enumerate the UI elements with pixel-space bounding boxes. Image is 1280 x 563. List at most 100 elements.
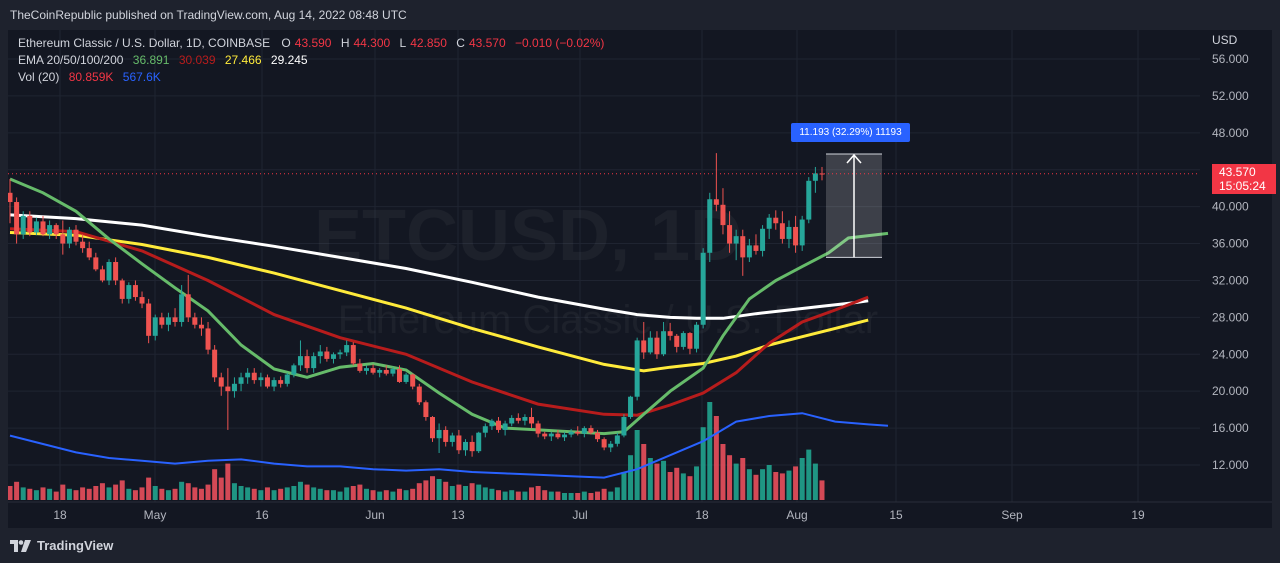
volume-bar — [489, 488, 495, 500]
volume-ma-line — [9, 412, 889, 479]
x-axis-tick-label: 19 — [1131, 508, 1145, 522]
watermark-symbol: ETCUSD, 1D — [314, 196, 742, 276]
volume-bar — [601, 488, 607, 500]
volume-bar — [258, 490, 264, 500]
volume-bar — [53, 491, 59, 500]
ema200-line[interactable] — [9, 213, 869, 320]
price-range-measure-label[interactable]: 11.193 (32.29%) 11193 — [791, 123, 910, 142]
candle-body — [27, 215, 33, 233]
candle-body — [779, 223, 785, 239]
volume-bar — [793, 466, 799, 500]
volume-bar — [806, 449, 812, 500]
candle-body — [786, 226, 792, 239]
volume-bar — [463, 486, 469, 500]
volume-bar — [238, 486, 244, 500]
legend-ema-row[interactable]: EMA 20/50/100/200 36.891 30.039 27.466 2… — [18, 52, 604, 69]
volume-bar — [575, 493, 581, 500]
volume-bar — [674, 467, 680, 500]
volume-bar — [304, 484, 310, 500]
volume-bar — [713, 416, 719, 500]
volume-bar — [661, 460, 667, 500]
candle-body — [793, 226, 799, 246]
candle-body — [264, 377, 270, 387]
ema50-line[interactable] — [9, 227, 869, 417]
ema20-line[interactable] — [9, 177, 889, 436]
candle-body — [601, 439, 607, 448]
volume-bar — [469, 483, 475, 500]
candle-body — [106, 262, 112, 281]
volume-bar — [113, 484, 119, 500]
footer-bar: TradingView — [0, 530, 1280, 563]
legend-low-key: L — [399, 36, 407, 50]
candle-body — [700, 252, 706, 325]
volume-bar — [311, 487, 317, 500]
y-axis-tick-label: 12.000 — [1212, 458, 1249, 472]
legend-change-value: −0.010 (−0.02%) — [514, 36, 605, 50]
volume-bar — [562, 493, 568, 500]
candle-body — [20, 215, 26, 235]
candle-body — [423, 402, 429, 418]
volume-bar — [621, 472, 627, 500]
legend-ema50-value: 30.039 — [178, 53, 216, 67]
candle-body — [245, 372, 251, 378]
volume-bar — [410, 488, 416, 500]
volume-bar — [146, 477, 152, 500]
volume-bar — [40, 487, 46, 500]
volume-bar — [271, 490, 277, 500]
candle-body — [667, 331, 673, 336]
x-axis-tick-label: 18 — [695, 508, 709, 522]
candle-body — [317, 351, 323, 357]
candle-body — [179, 294, 185, 322]
volume-bar — [581, 491, 587, 500]
candle-body — [159, 317, 165, 325]
y-axis-tick-label: 28.000 — [1212, 310, 1249, 324]
candle-body — [146, 303, 152, 336]
bar-countdown: 15:05:24 — [1219, 179, 1266, 193]
candle-body — [727, 225, 733, 244]
x-axis-tick-label: 18 — [53, 508, 67, 522]
volume-bar — [80, 487, 86, 500]
candle-body — [753, 245, 759, 251]
volume-bar — [152, 486, 158, 500]
volume-bar — [694, 466, 700, 500]
volume-bar — [773, 472, 779, 500]
candle-body — [436, 429, 442, 439]
tradingview-logo[interactable]: TradingView — [10, 538, 113, 553]
candle-body — [291, 365, 297, 375]
volume-bar — [231, 483, 237, 500]
measure-arrow-head — [846, 153, 862, 164]
candle-body — [126, 285, 132, 299]
candle-body — [746, 245, 752, 258]
volume-bar — [27, 488, 33, 500]
candle-body — [212, 349, 218, 378]
candle-body — [760, 228, 766, 251]
chart-panel[interactable]: ETCUSD, 1D Ethereum Classic / U.S. Dollar… — [8, 30, 1272, 528]
candle-body — [139, 297, 145, 304]
candle-body — [370, 368, 376, 373]
volume-bar — [225, 463, 231, 500]
legend-ema200-value: 29.245 — [270, 53, 308, 67]
candle-body — [555, 433, 561, 438]
volume-bar — [370, 490, 376, 500]
candle-body — [588, 428, 594, 433]
volume-bar — [185, 483, 191, 500]
volume-bar — [760, 469, 766, 500]
x-axis-tick-label: Jun — [365, 508, 384, 522]
candle-body — [542, 433, 548, 437]
volume-bar — [139, 487, 145, 500]
price-chart[interactable]: ETCUSD, 1D Ethereum Classic / U.S. Dollar… — [8, 30, 1272, 528]
candle-body — [363, 368, 369, 371]
legend-symbol[interactable]: Ethereum Classic / U.S. Dollar, 1D, COIN… — [18, 36, 271, 50]
ema100-line[interactable] — [9, 231, 869, 373]
x-axis-tick-label: Sep — [1001, 508, 1023, 522]
candle-body — [284, 374, 290, 384]
candle-body — [674, 335, 680, 347]
volume-bar — [522, 491, 528, 500]
candle-body — [548, 433, 554, 437]
volume-bar — [588, 493, 594, 500]
legend-volume-row[interactable]: Vol (20) 80.859K 567.6K — [18, 69, 604, 86]
y-axis-tick-label: 16.000 — [1212, 421, 1249, 435]
candle-body — [575, 431, 581, 434]
legend-open-key: O — [281, 36, 291, 50]
volume-bar — [14, 481, 20, 500]
